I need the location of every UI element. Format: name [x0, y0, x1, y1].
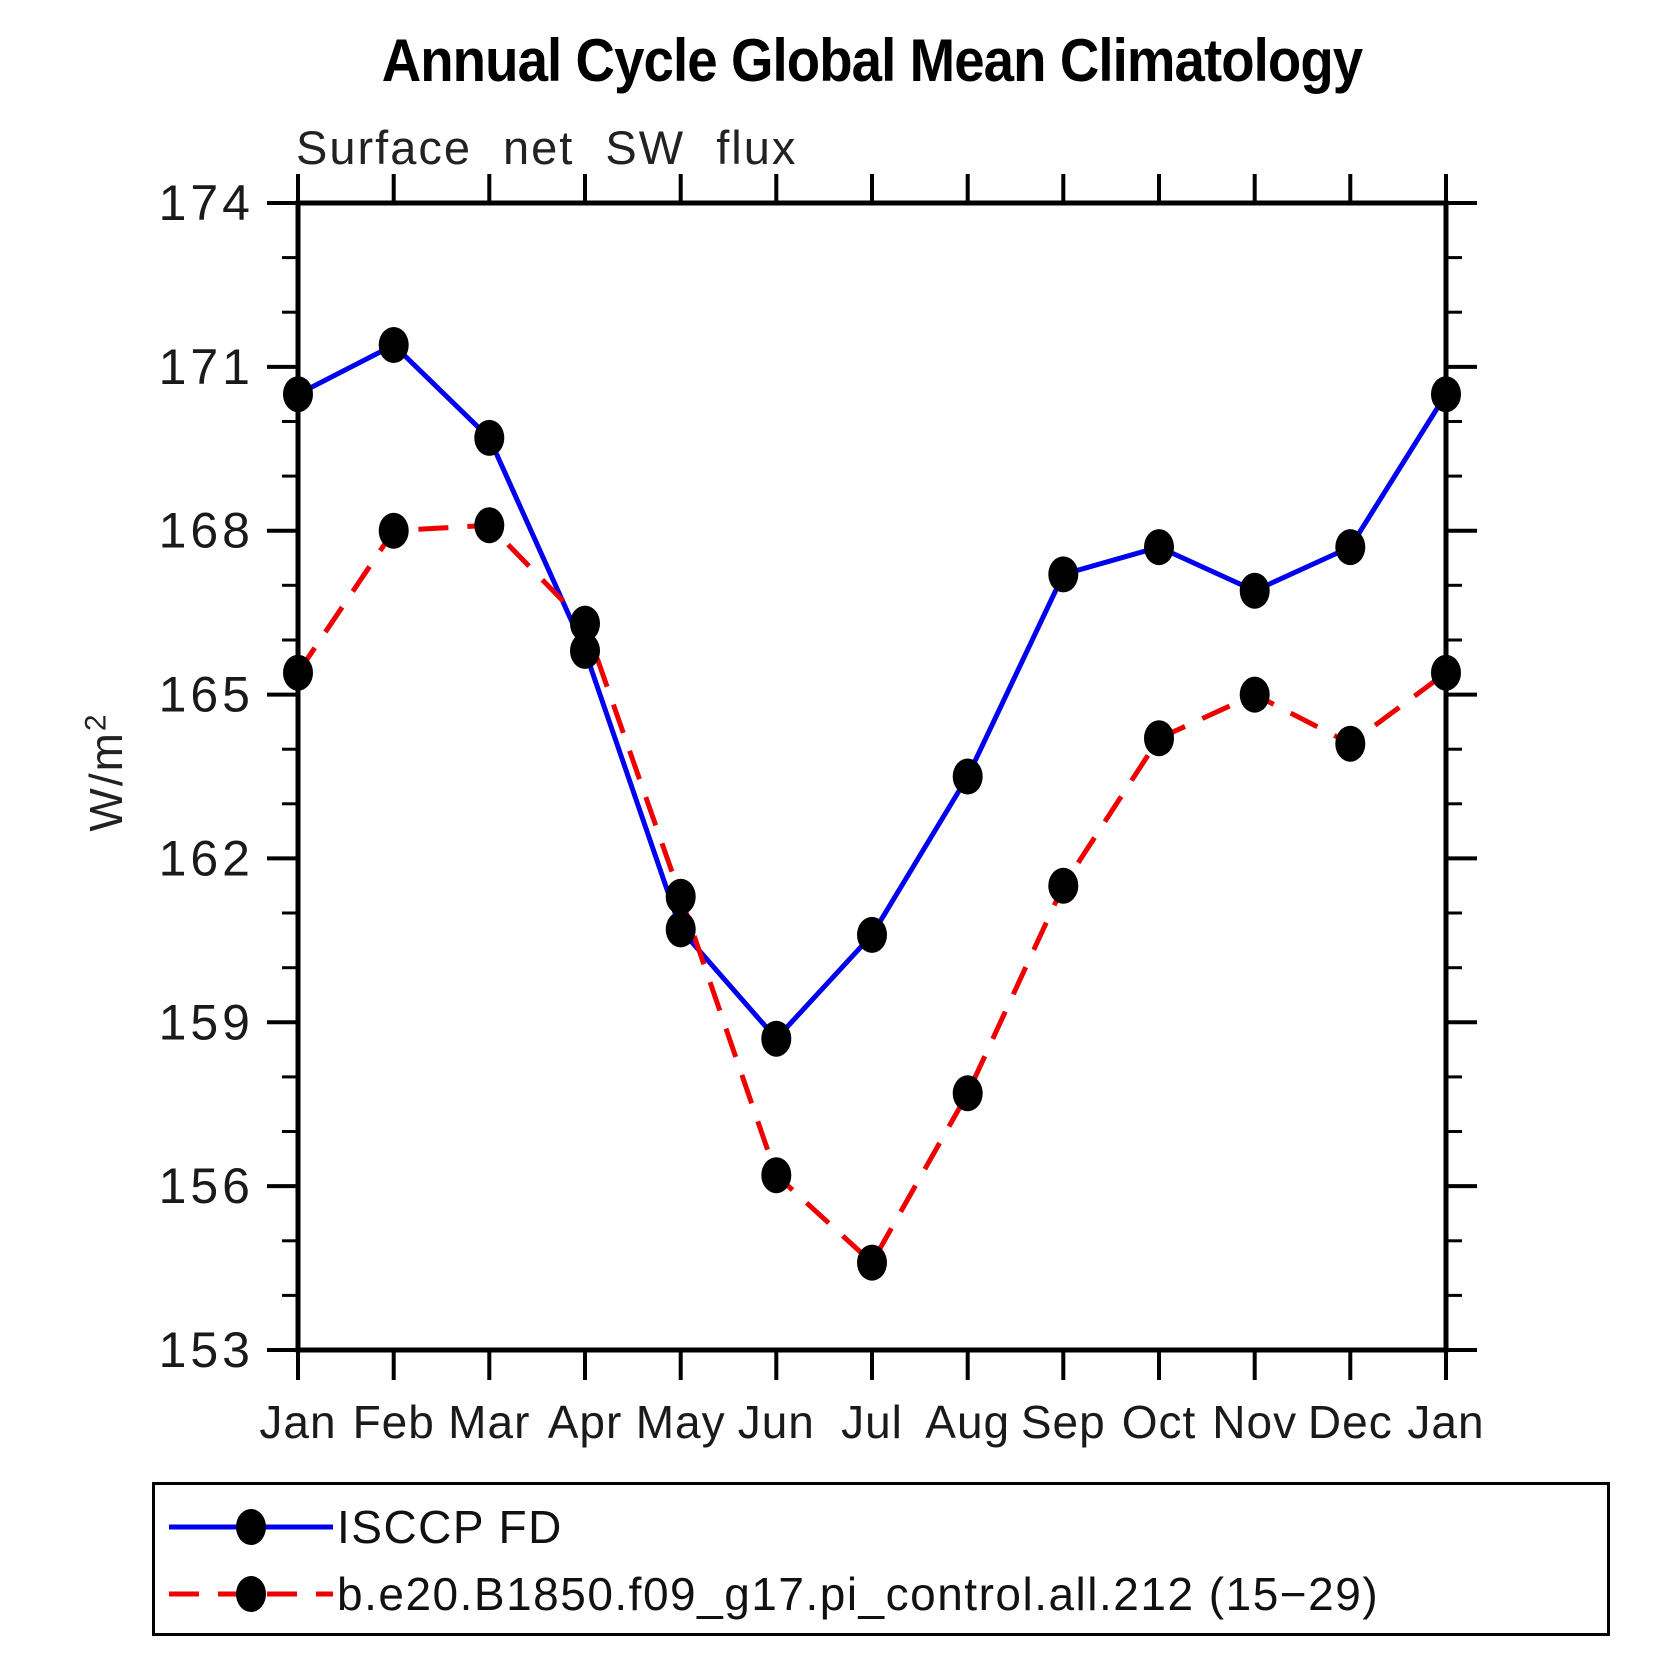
svg-text:Jan: Jan — [1407, 1396, 1484, 1448]
svg-text:Dec: Dec — [1308, 1396, 1393, 1448]
svg-text:Sep: Sep — [1021, 1396, 1106, 1448]
svg-text:162: 162 — [159, 830, 254, 886]
legend-marker-dot — [236, 1509, 266, 1545]
svg-text:Jun: Jun — [738, 1396, 815, 1448]
svg-text:153: 153 — [159, 1322, 254, 1378]
svg-text:Oct: Oct — [1122, 1396, 1197, 1448]
chart-subtitle: Surface net SW flux — [296, 121, 798, 174]
svg-text:165: 165 — [159, 667, 254, 723]
legend-swatch-dashed-line — [169, 1576, 333, 1612]
legend-item-isccp-fd: ISCCP FD — [167, 1501, 563, 1553]
svg-text:171: 171 — [159, 339, 254, 395]
svg-text:Nov: Nov — [1212, 1396, 1297, 1448]
svg-text:Jan: Jan — [259, 1396, 336, 1448]
legend-box: ISCCP FD b.e20.B1850.f09_g17.pi_control.… — [152, 1482, 1610, 1636]
svg-text:Feb: Feb — [353, 1396, 435, 1448]
legend-swatch-solid-line — [169, 1509, 333, 1545]
svg-text:Apr: Apr — [548, 1396, 623, 1448]
svg-text:159: 159 — [159, 994, 254, 1050]
chart-title: Annual Cycle Global Mean Climatology — [381, 27, 1363, 94]
svg-text:May: May — [636, 1396, 726, 1448]
svg-text:Aug: Aug — [925, 1396, 1010, 1448]
svg-text:156: 156 — [159, 1158, 254, 1214]
legend-item-model-run: b.e20.B1850.f09_g17.pi_control.all.212 (… — [167, 1568, 1380, 1620]
legend-label-isccp-fd: ISCCP FD — [337, 1501, 563, 1553]
svg-text:Jul: Jul — [841, 1396, 903, 1448]
svg-text:174: 174 — [159, 175, 254, 231]
legend-marker-dot — [236, 1576, 266, 1612]
svg-text:Mar: Mar — [448, 1396, 530, 1448]
legend-label-model-run: b.e20.B1850.f09_g17.pi_control.all.212 (… — [337, 1568, 1380, 1620]
svg-text:168: 168 — [159, 503, 254, 559]
